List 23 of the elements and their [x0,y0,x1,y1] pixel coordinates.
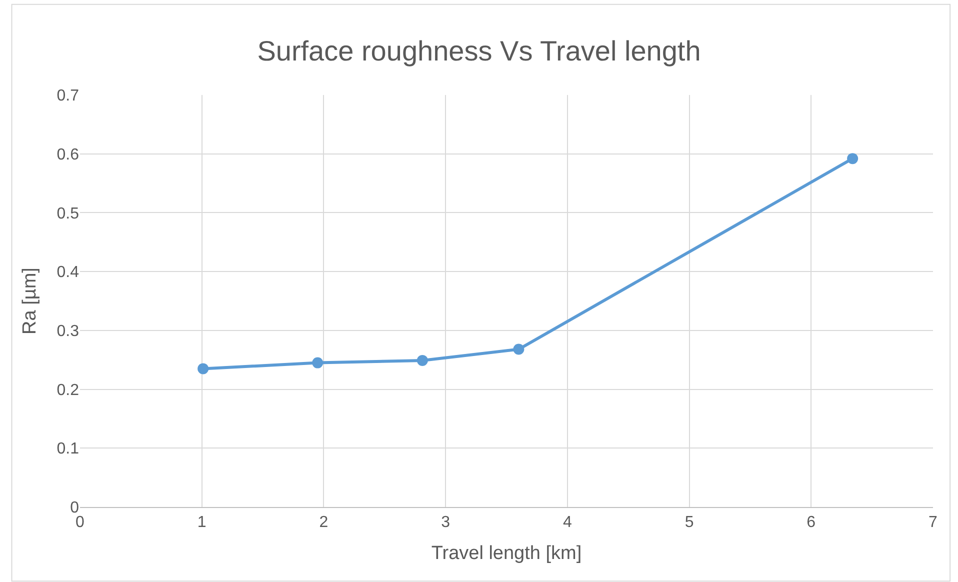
point [312,357,324,368]
y-tick-label: 0.2 [56,382,80,399]
y-tick-label: 0.4 [56,264,80,282]
y-tick-label: 0.7 [56,88,80,105]
point [198,363,209,374]
y-tick-label: 0.6 [56,146,80,164]
x-tick-label: 2 [319,514,328,532]
x-tick-label: 5 [684,514,694,532]
y-axis-title: Ra [µm] [20,268,41,334]
y-tick-label: 0 [70,500,80,517]
x-tick-label: 7 [928,514,938,532]
y-tick-label: 0.3 [56,323,80,340]
x-axis-title: Travel length [km] [431,543,582,564]
x-tick-label: 4 [562,514,572,532]
point [513,344,524,355]
chart-title: Surface roughness Vs Travel length [257,35,701,66]
point [416,354,428,366]
x-tick-label: 1 [197,514,206,532]
y-tick-label: 0.1 [56,440,80,458]
point [847,153,858,164]
y-tick-label: 0.5 [56,205,80,222]
x-tick-label: 6 [806,514,816,532]
x-tick-label: 3 [441,514,450,532]
